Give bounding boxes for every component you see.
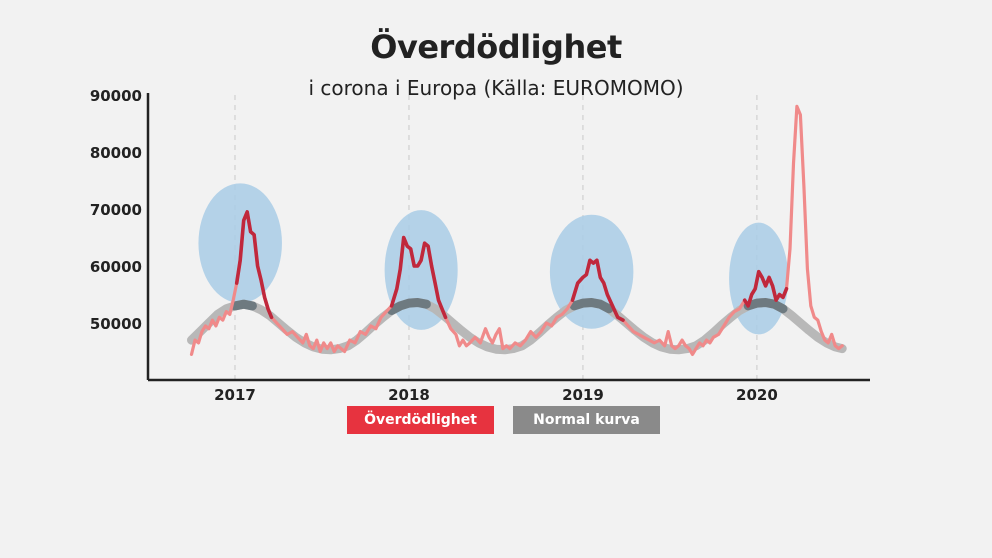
x-tick-label-2017: 2017 [214, 386, 256, 404]
y-tick-label-60000: 60000 [90, 258, 142, 276]
legend-item-normal-kurva: Normal kurva [513, 406, 660, 434]
series-highlight-normal-kurva-1 [230, 299, 257, 311]
series-highlight-overdodlighet-2 [389, 235, 448, 320]
series-highlight-overdodlighet-3 [570, 258, 625, 322]
x-tick-label-2020: 2020 [736, 386, 778, 404]
chart-title: Överdödlighet [370, 28, 622, 66]
x-tick-label-2019: 2019 [562, 386, 604, 404]
y-tick-label-80000: 80000 [90, 144, 142, 162]
y-tick-label-50000: 50000 [90, 315, 142, 333]
series-highlight-normal-kurva-2 [387, 298, 431, 315]
series-highlight-overdodlighet-4 [742, 269, 789, 308]
series-highlight-normal-kurva-3 [569, 298, 614, 314]
x-tick-label-2018: 2018 [388, 386, 430, 404]
y-tick-label-90000: 90000 [90, 87, 142, 105]
series-highlight-overdodlighet-1 [234, 210, 274, 320]
chart-subtitle: i corona i Europa (Källa: EUROMOMO) [308, 76, 684, 100]
y-tick-label-70000: 70000 [90, 201, 142, 219]
legend-item-overdodlighet: Överdödlighet [347, 406, 494, 434]
series-highlight-normal-kurva-4 [743, 298, 788, 314]
